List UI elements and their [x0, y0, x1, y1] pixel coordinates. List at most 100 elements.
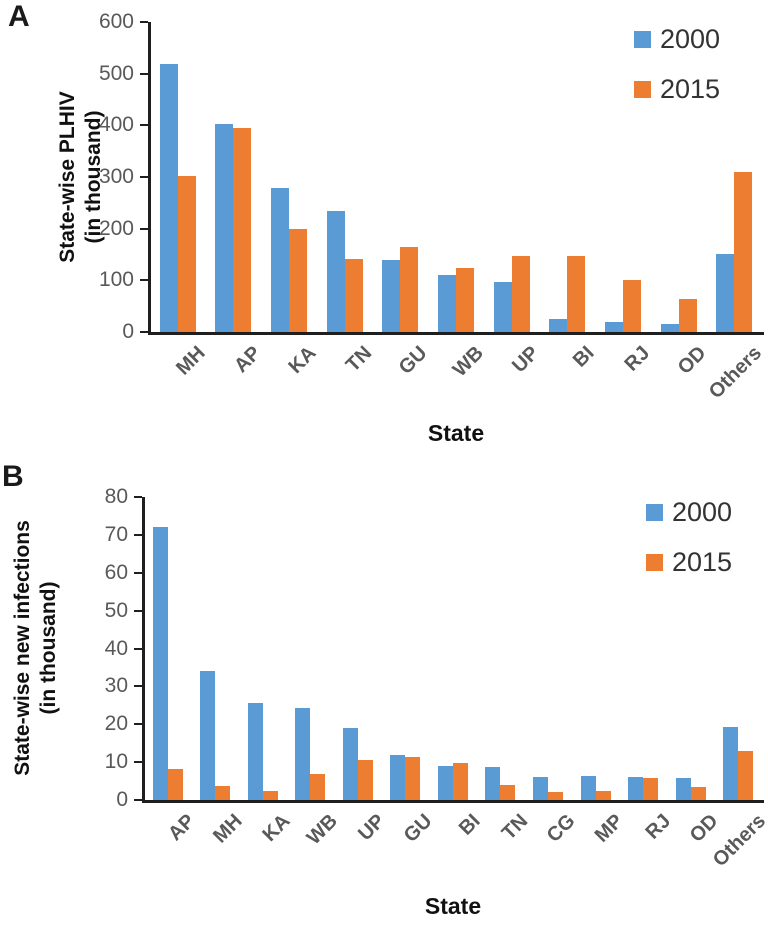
panel-b-legend-label-2015: 2015: [672, 547, 733, 577]
panel-a-xtick-label-others: Others: [704, 342, 766, 404]
panel-b-bar-group-up: UP: [334, 497, 389, 845]
panel-a-bar-ap-2000: [215, 124, 234, 332]
panel-b-bar-bi-2015: [452, 763, 468, 800]
panel-a-bar-group-rj: RJ: [595, 22, 655, 376]
panel-a-y-axis-title-line1: State-wise PLHIV: [56, 91, 79, 263]
panel-a-bar-others-2000: [716, 254, 735, 332]
panel-a-legend-label-2000: 2000: [660, 24, 721, 54]
panel-a-bar-od-2015: [678, 299, 697, 332]
panel-a-legend-label-2015: 2015: [660, 74, 721, 104]
panel-b-ytick-mark-60: [134, 571, 142, 574]
panel-b-xtick-label-bi: BI: [454, 810, 485, 840]
panel-a-ytick-mark-500: [140, 72, 148, 75]
panel-b-bar-mh-2015: [215, 786, 231, 800]
panel-b-ytick-mark-40: [134, 647, 142, 650]
panel-a-ytick-label-300: 300: [98, 165, 134, 188]
panel-b-ytick-mark-20: [134, 723, 142, 726]
panel-a-bar-group-ap: AP: [206, 22, 265, 377]
panel-a-bar-group-od: OD: [651, 22, 710, 379]
panel-b-bar-rj-2000: [628, 777, 644, 800]
panel-a-xtick-label-gu: GU: [395, 342, 432, 379]
panel-b-bar-group-gu: GU: [382, 497, 437, 847]
panel-a-xtick-label-tn: TN: [341, 342, 377, 377]
panel-b-xtick-label-mp: MP: [590, 810, 628, 847]
panel-b-ytick-label-0: 0: [116, 788, 128, 811]
panel-a-xtick-label-wb: WB: [448, 342, 488, 382]
panel-b-bar-others-2015: [738, 751, 754, 800]
panel-a-ytick-label-200: 200: [98, 216, 134, 240]
panel-a-bar-wb-2015: [456, 268, 475, 332]
panel-b-ytick-label-10: 10: [104, 750, 128, 774]
panel-b-ytick-label-20: 20: [104, 712, 128, 736]
panel-a-ytick-label-400: 400: [98, 113, 134, 137]
panel-b-bar-wb-2015: [310, 774, 326, 800]
panel-b-ytick-label-60: 60: [104, 560, 128, 584]
panel-b-bar-cg-2000: [533, 777, 549, 800]
panel-b-ytick-label-40: 40: [104, 636, 128, 660]
panel-a-bar-rj-2015: [622, 280, 641, 332]
panel-a-ytick-label-0: 0: [122, 320, 134, 343]
panel-b-legend-label-2000: 2000: [672, 497, 733, 527]
panel-a-legend-item-2015: 2015: [634, 74, 720, 104]
panel-a-y-axis-title: State-wise PLHIV (in thousand): [55, 12, 109, 342]
panel-b-y-axis-title: State-wise new infections (in thousand): [10, 478, 64, 818]
panel-a-label: A: [8, 0, 31, 33]
panel-b-bar-gu-2000: [390, 755, 406, 800]
panel-b-x-axis-title: State: [424, 893, 482, 919]
panel-b-bar-up-2015: [357, 760, 373, 800]
panel-b-ytick-mark-70: [134, 533, 142, 536]
panel-b-bar-group-tn: TN: [477, 497, 532, 844]
panel-b-bar-wb-2000: [295, 708, 311, 800]
panel-b-bar-ap-2000: [152, 527, 168, 800]
panel-b-xtick-label-od: OD: [685, 810, 723, 847]
panel-b-y-axis-title-line2: (in thousand): [37, 581, 60, 715]
panel-a-bar-gu-2000: [382, 260, 401, 332]
panel-b-bar-up-2000: [342, 728, 358, 800]
panel-a-xtick-label-up: UP: [508, 342, 544, 378]
panel-a-bar-od-2000: [660, 324, 679, 332]
panel-a-bar-rj-2000: [604, 322, 623, 332]
panel-a-ytick-label-100: 100: [98, 268, 134, 292]
panel-b-y-axis-title-line1: State-wise new infections: [11, 520, 34, 776]
panel-b-bar-mh-2000: [200, 671, 216, 800]
panel-a-bar-group-ka: KA: [261, 22, 321, 378]
panel-b-bar-cg-2015: [548, 792, 564, 800]
panel-a-bar-tn-2000: [326, 211, 345, 332]
panel-a-x-axis-title: State: [427, 420, 485, 446]
panel-a-bar-group-wb: WB: [428, 22, 488, 381]
panel-b-bar-group-rj: RJ: [619, 497, 675, 844]
panel-a-bar-up-2015: [511, 256, 530, 332]
panel-b-bar-group-ap: AP: [144, 497, 199, 845]
panel-b-xtick-label-others: Others: [708, 810, 768, 872]
panel-b-bar-tn-2015: [500, 785, 516, 800]
panel-b-xtick-label-gu: GU: [400, 810, 437, 847]
panel-b-legend-swatch-2000: [646, 503, 663, 521]
panel-b-xtick-label-ap: AP: [164, 810, 200, 846]
panel-a-ytick-mark-100: [140, 279, 148, 282]
panel-b-bar-group-mp: MP: [572, 497, 627, 847]
panel-a-ytick-label-600: 600: [98, 10, 134, 33]
panel-a-xtick-label-bi: BI: [569, 342, 599, 372]
panel-b-bar-rj-2015: [643, 778, 659, 800]
panel-a-ytick-mark-600: [140, 21, 148, 23]
panel-a-bar-group-mh: MH: [150, 22, 209, 380]
panel-b-xtick-label-cg: CG: [542, 810, 580, 847]
panel-a-legend-swatch-2000: [634, 30, 651, 48]
panel-b-bar-od-2000: [675, 778, 691, 800]
panel-b-bar-group-ka: KA: [239, 497, 294, 846]
panel-a-bar-mh-2000: [159, 64, 178, 332]
panel-a-x-axis-line: [148, 332, 764, 335]
panel-a-bar-gu-2015: [400, 247, 419, 332]
panel-a-bar-group-tn: TN: [317, 22, 376, 376]
panel-a-xtick-label-od: OD: [673, 342, 711, 379]
panel-b-xtick-label-rj: RJ: [640, 810, 675, 844]
panel-a-bar-up-2000: [493, 282, 512, 332]
panel-a-xtick-label-rj: RJ: [620, 342, 655, 376]
panel-b-bar-mp-2000: [580, 776, 596, 800]
panel-a-bar-ap-2015: [233, 128, 252, 332]
panel-a-bar-group-others: Others: [705, 22, 766, 403]
panel-b-bar-group-cg: CG: [524, 497, 580, 847]
panel-b-bar-mp-2015: [595, 791, 611, 800]
